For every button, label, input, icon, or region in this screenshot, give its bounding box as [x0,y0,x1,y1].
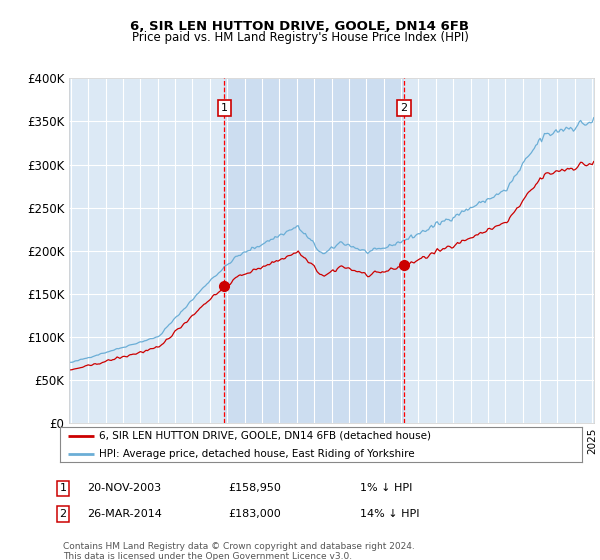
Text: 26-MAR-2014: 26-MAR-2014 [87,509,162,519]
Text: £183,000: £183,000 [228,509,281,519]
Text: £158,950: £158,950 [228,483,281,493]
Text: 1: 1 [59,483,67,493]
Text: 1: 1 [221,102,228,113]
Text: 6, SIR LEN HUTTON DRIVE, GOOLE, DN14 6FB: 6, SIR LEN HUTTON DRIVE, GOOLE, DN14 6FB [131,20,470,32]
Text: 6, SIR LEN HUTTON DRIVE, GOOLE, DN14 6FB (detached house): 6, SIR LEN HUTTON DRIVE, GOOLE, DN14 6FB… [99,431,431,441]
Text: 14% ↓ HPI: 14% ↓ HPI [360,509,419,519]
Text: Contains HM Land Registry data © Crown copyright and database right 2024.
This d: Contains HM Land Registry data © Crown c… [63,542,415,560]
Text: 1% ↓ HPI: 1% ↓ HPI [360,483,412,493]
Text: 2: 2 [59,509,67,519]
Text: Price paid vs. HM Land Registry's House Price Index (HPI): Price paid vs. HM Land Registry's House … [131,31,469,44]
Text: 2: 2 [400,102,407,113]
Text: HPI: Average price, detached house, East Riding of Yorkshire: HPI: Average price, detached house, East… [99,449,415,459]
Text: 20-NOV-2003: 20-NOV-2003 [87,483,161,493]
Bar [224,78,404,423]
